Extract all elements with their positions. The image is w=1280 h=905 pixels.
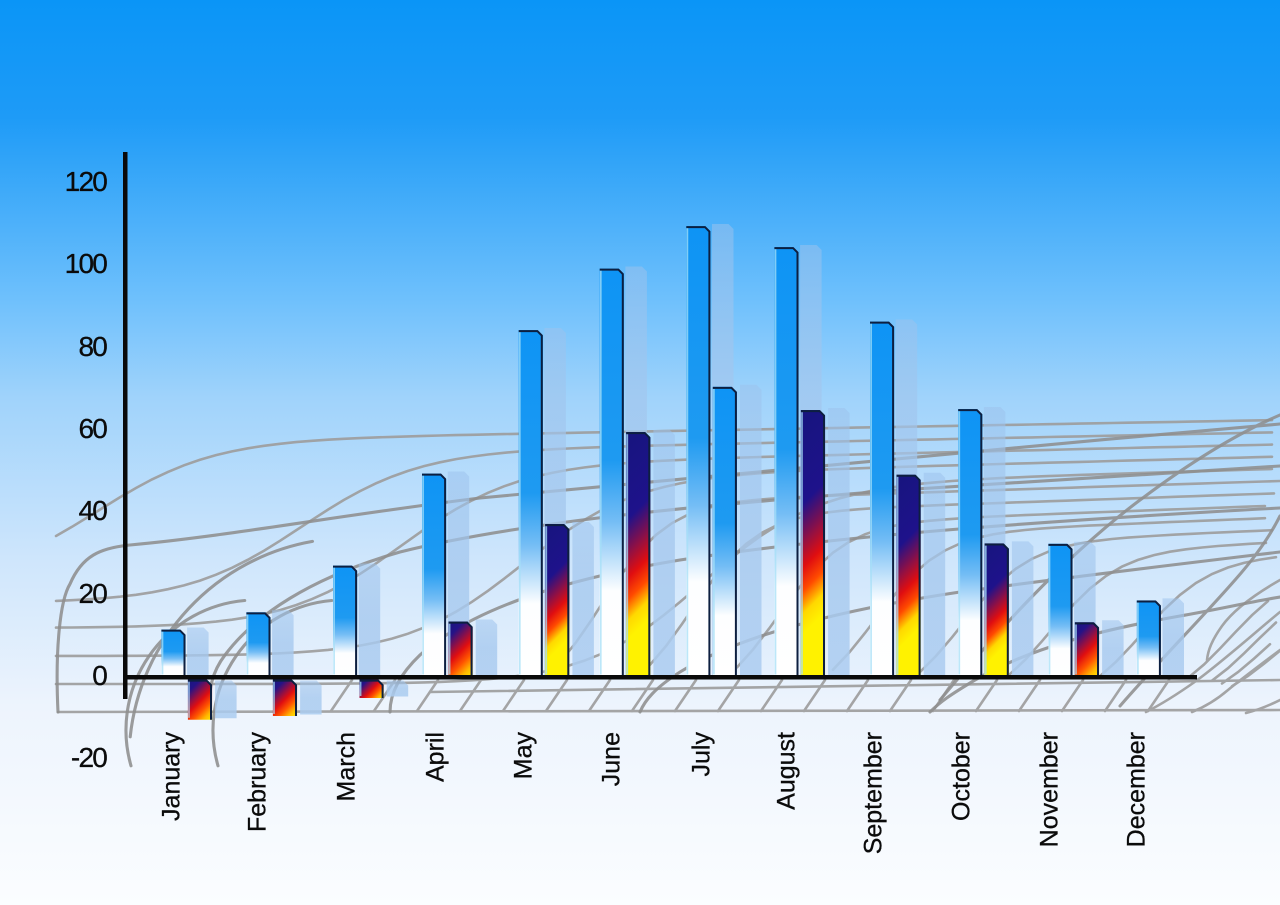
svg-text:May: May (510, 732, 538, 780)
svg-text:40: 40 (78, 495, 107, 526)
svg-text:March: March (333, 732, 361, 801)
svg-text:November: November (1036, 732, 1064, 847)
svg-text:April: April (422, 732, 450, 782)
svg-text:-20: -20 (71, 742, 107, 773)
svg-text:0: 0 (92, 660, 107, 691)
svg-text:January: January (158, 732, 186, 821)
svg-text:September: September (860, 732, 888, 854)
svg-text:February: February (244, 732, 272, 833)
svg-text:80: 80 (78, 331, 107, 362)
svg-text:December: December (1123, 732, 1151, 847)
svg-text:October: October (948, 732, 976, 821)
svg-text:60: 60 (78, 413, 107, 444)
svg-text:August: August (773, 732, 801, 810)
svg-text:July: July (688, 732, 716, 777)
svg-text:June: June (598, 732, 626, 786)
svg-text:20: 20 (78, 578, 107, 609)
svg-text:120: 120 (65, 166, 108, 197)
svg-text:100: 100 (65, 248, 108, 279)
